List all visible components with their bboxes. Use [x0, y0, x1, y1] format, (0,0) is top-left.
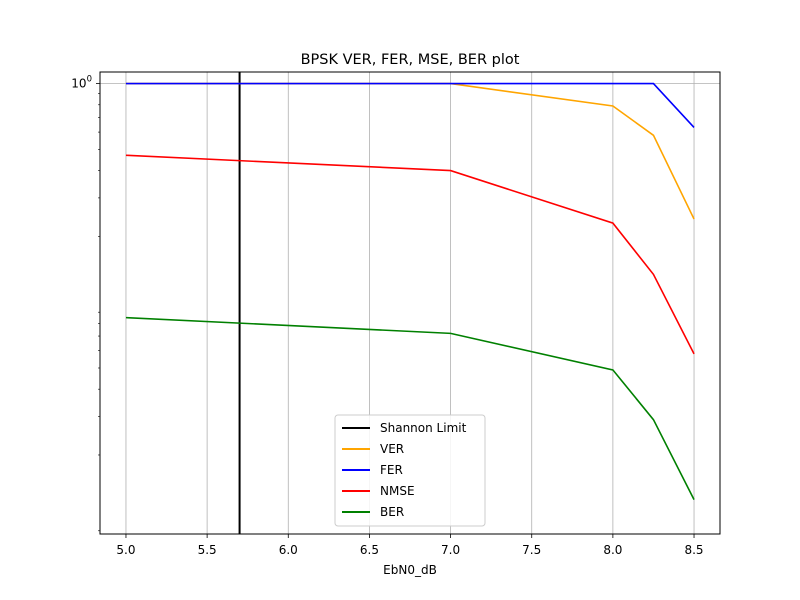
series-ber-line [125, 316, 695, 500]
plot-area [99, 71, 721, 535]
x-axis-label: EbN0_dB [383, 563, 437, 577]
legend-box [334, 414, 486, 527]
x-tick-label: 7.5 [522, 543, 541, 557]
legend-label: Shannon Limit [380, 421, 467, 435]
x-tick-label: 6.0 [279, 543, 298, 557]
x-tick-label: 5.0 [116, 543, 135, 557]
x-tick-label: 6.5 [360, 543, 379, 557]
series-lines [125, 72, 695, 534]
legend-label: NMSE [380, 484, 415, 498]
x-tick-label: 5.5 [198, 543, 217, 557]
x-tick-label: 8.5 [684, 543, 703, 557]
chart-title: BPSK VER, FER, MSE, BER plot [301, 52, 520, 68]
legend: Shannon Limit VER FER NMSE BER [334, 414, 486, 527]
axis-ticks: 5.0 5.5 6.0 6.5 7.0 7.5 8.0 8.5 100 [71, 75, 703, 557]
legend-label: BER [380, 505, 404, 519]
x-tick-label: 8.0 [603, 543, 622, 557]
legend-label: VER [380, 442, 404, 456]
series-nmse-line [125, 154, 695, 355]
x-tick-label: 7.0 [441, 543, 460, 557]
y-tick-label: 100 [71, 75, 92, 91]
legend-label: FER [380, 463, 403, 477]
series-fer-line [125, 82, 695, 129]
